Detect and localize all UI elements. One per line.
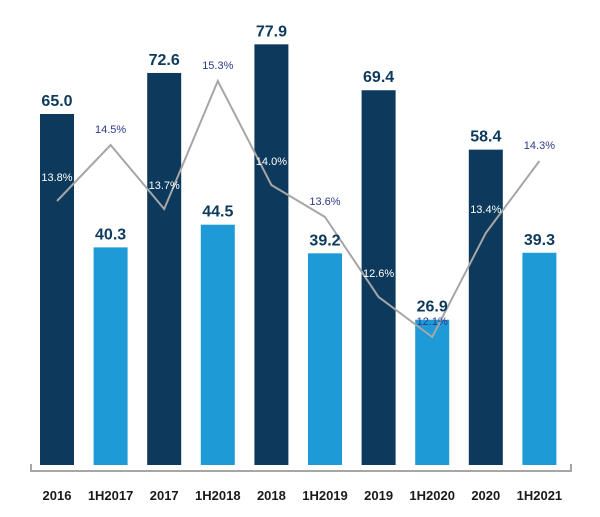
bar-value-label-2019: 69.4 (363, 69, 394, 86)
x-tick-label-2020: 2020 (471, 488, 500, 503)
x-tick-label-2016: 2016 (43, 488, 72, 503)
bar-1h2017 (93, 247, 128, 465)
x-tick-label-2019: 2019 (364, 488, 393, 503)
pct-label-2019: 12.6% (363, 268, 394, 280)
bar-value-label-2017: 72.6 (149, 52, 180, 69)
x-tick-label-1h2017: 1H2017 (88, 488, 134, 503)
bar-2016 (40, 114, 74, 465)
bar-value-label-1h2021: 39.3 (524, 232, 555, 249)
bar-2018 (254, 44, 289, 466)
x-tick-label-2018: 2018 (257, 488, 286, 503)
pct-label-2020: 13.4% (470, 204, 501, 216)
x-tick-label-1h2021: 1H2021 (517, 488, 563, 503)
bar-1h2018 (200, 224, 235, 465)
pct-label-1h2017: 14.5% (95, 124, 126, 136)
x-tick-label-1h2020: 1H2020 (409, 488, 455, 503)
bar-value-label-1h2018: 44.5 (202, 204, 233, 221)
pct-label-1h2018: 15.3% (202, 60, 233, 72)
x-tick-label-1h2019: 1H2019 (302, 488, 348, 503)
line-layer (56, 78, 541, 339)
pct-label-1h2021: 14.3% (524, 140, 555, 152)
bar-value-label-1h2019: 39.2 (309, 232, 340, 249)
x-axis: 2016 1H2017 2017 1H2018 2018 1H2019 2019 1H2020… (30, 464, 572, 503)
bar-value-label-2020: 58.4 (470, 129, 501, 146)
bar-1h2019 (308, 253, 342, 465)
bar-2020 (468, 149, 503, 465)
labels-layer: 65.0 40.3 72.6 44.5 77.9 39.2 69.4 26.9 58.4 39.3… (41, 23, 555, 328)
bar-value-label-2018: 77.9 (256, 23, 287, 40)
bar-value-label-1h2020: 26.9 (417, 299, 448, 316)
bar-value-label-1h2017: 40.3 (95, 226, 126, 243)
x-axis-line (30, 464, 572, 472)
pct-label-2016: 13.8% (41, 172, 72, 184)
bar-1h2021 (522, 252, 557, 465)
x-tick-label-2017: 2017 (150, 488, 179, 503)
pct-label-1h2020: 12.1% (417, 316, 448, 328)
pct-label-1h2019: 13.6% (309, 196, 340, 208)
x-tick-label-1h2018: 1H2018 (195, 488, 241, 503)
bar-2019 (361, 90, 396, 466)
pct-label-2018: 14.0% (256, 156, 287, 168)
bar-value-label-2016: 65.0 (41, 93, 72, 110)
pct-label-2017: 13.7% (149, 180, 180, 192)
bars-layer (40, 44, 557, 466)
percentage-line (56, 78, 541, 339)
bar-1h2020 (415, 319, 450, 465)
bar-2017 (147, 72, 182, 466)
